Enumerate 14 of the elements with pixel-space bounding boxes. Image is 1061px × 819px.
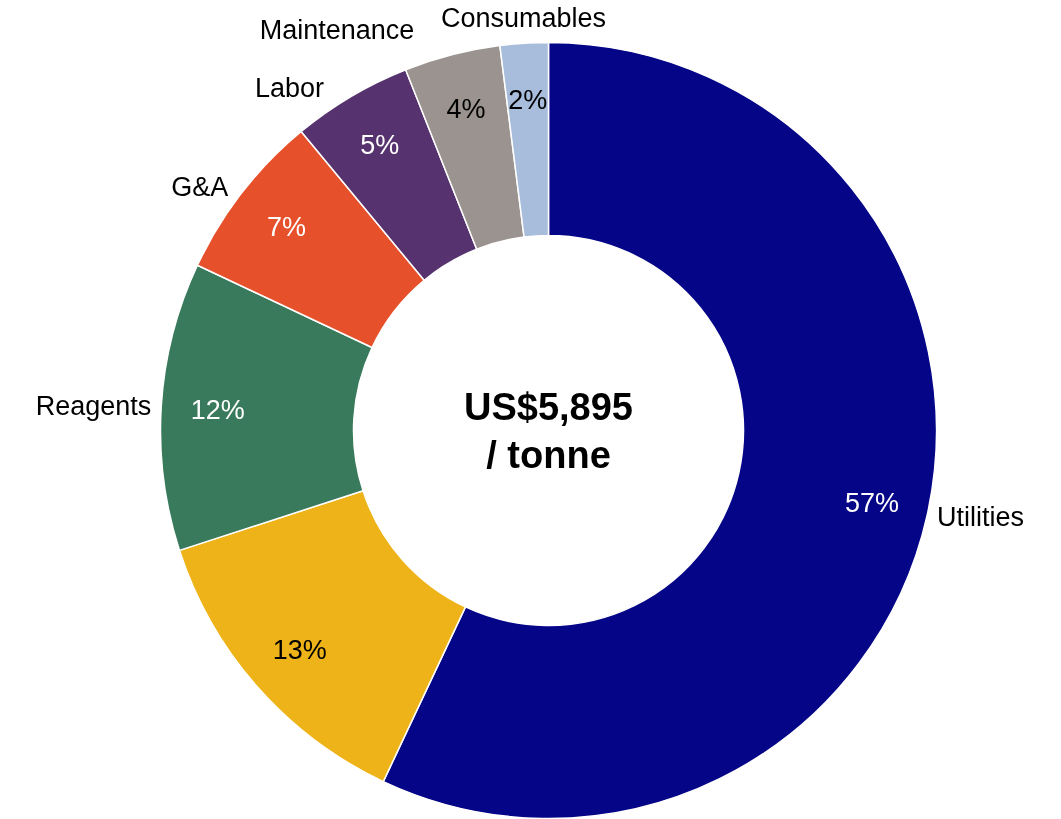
data-label: 7% [267, 212, 307, 243]
data-label: 2% [508, 84, 548, 115]
slice-label: Reagents [35, 390, 152, 421]
text: US$5,895 / tonne [463, 385, 634, 476]
data-label: 12% [190, 394, 245, 425]
slice-label: Maintenance [259, 15, 415, 45]
slice-label: Labor [254, 72, 324, 103]
data-label: 57% [845, 487, 900, 518]
slice-label: G&A [171, 171, 229, 202]
slice-label: Consumables [440, 3, 607, 34]
data-label: 5% [360, 130, 400, 161]
slice-label: Utilities [937, 502, 1025, 533]
data-label: 13% [272, 634, 327, 665]
data-label: 4% [446, 94, 486, 125]
